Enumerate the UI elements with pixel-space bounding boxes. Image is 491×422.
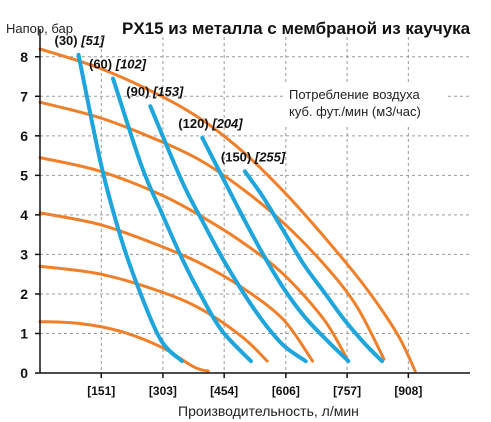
x-tick-label: [908] [394, 384, 422, 398]
y-tick-labels: 0 1 2 3 4 5 6 7 8 [20, 49, 28, 381]
y-tick-label: 6 [20, 128, 28, 144]
x-tick-label: [151] [87, 384, 115, 398]
x-tick-label: [454] [210, 384, 238, 398]
pressure-curves [38, 47, 417, 373]
x-tick-label: [303] [149, 384, 177, 398]
y-axis-label: Напор, бар [6, 21, 73, 36]
x-tick-label: [757] [333, 384, 361, 398]
pressure-curve-1 [38, 47, 417, 373]
air-curve-labels: (30) [51] (60) [102] (90) [153] (120) [204]… [55, 33, 286, 165]
y-tick-label: 2 [20, 286, 28, 302]
y-tick-label: 8 [20, 49, 28, 65]
y-tick-label: 1 [20, 325, 28, 341]
air-curve-2 [111, 76, 253, 364]
y-tick-label: 3 [20, 246, 28, 262]
x-tick-labels: [151] [303] [454] [606] [757] [908] [87, 384, 422, 398]
note-background [285, 84, 445, 126]
air-curve-1 [76, 52, 184, 364]
air-curve-3 [148, 104, 308, 364]
air-consumption-note-line-1: Потребление воздуха [289, 87, 420, 102]
air-curve-4 [200, 135, 351, 364]
pressure-curve-6 [38, 320, 210, 373]
chart-title: PX15 из металла с мембраной из каучука [122, 19, 471, 38]
air-curve-label-4: (120) [204] [178, 116, 243, 131]
air-curve-label-5: (150) [255] [221, 149, 286, 164]
pressure-curve-5 [38, 264, 269, 363]
y-tick-label: 5 [20, 167, 28, 183]
x-axis-label: Производительность, л/мин [178, 403, 359, 419]
pressure-curve-4 [38, 211, 315, 363]
y-tick-label: 4 [20, 207, 28, 223]
air-curve-label-3: (90) [153] [126, 84, 184, 99]
y-tick-label: 0 [20, 365, 28, 381]
x-tick-label: [606] [272, 384, 300, 398]
air-consumption-curves [76, 52, 384, 364]
y-tick-label: 7 [20, 88, 28, 104]
axes [35, 29, 470, 378]
pressure-curve-2 [38, 100, 386, 361]
air-curve-5 [242, 169, 384, 364]
air-curve-label-2: (60) [102] [89, 57, 147, 72]
air-curve-label-1: (30) [51] [55, 33, 106, 48]
pressure-curve-3 [38, 156, 350, 363]
air-consumption-note-line-2: куб. фут./мин (м3/час) [289, 104, 421, 119]
